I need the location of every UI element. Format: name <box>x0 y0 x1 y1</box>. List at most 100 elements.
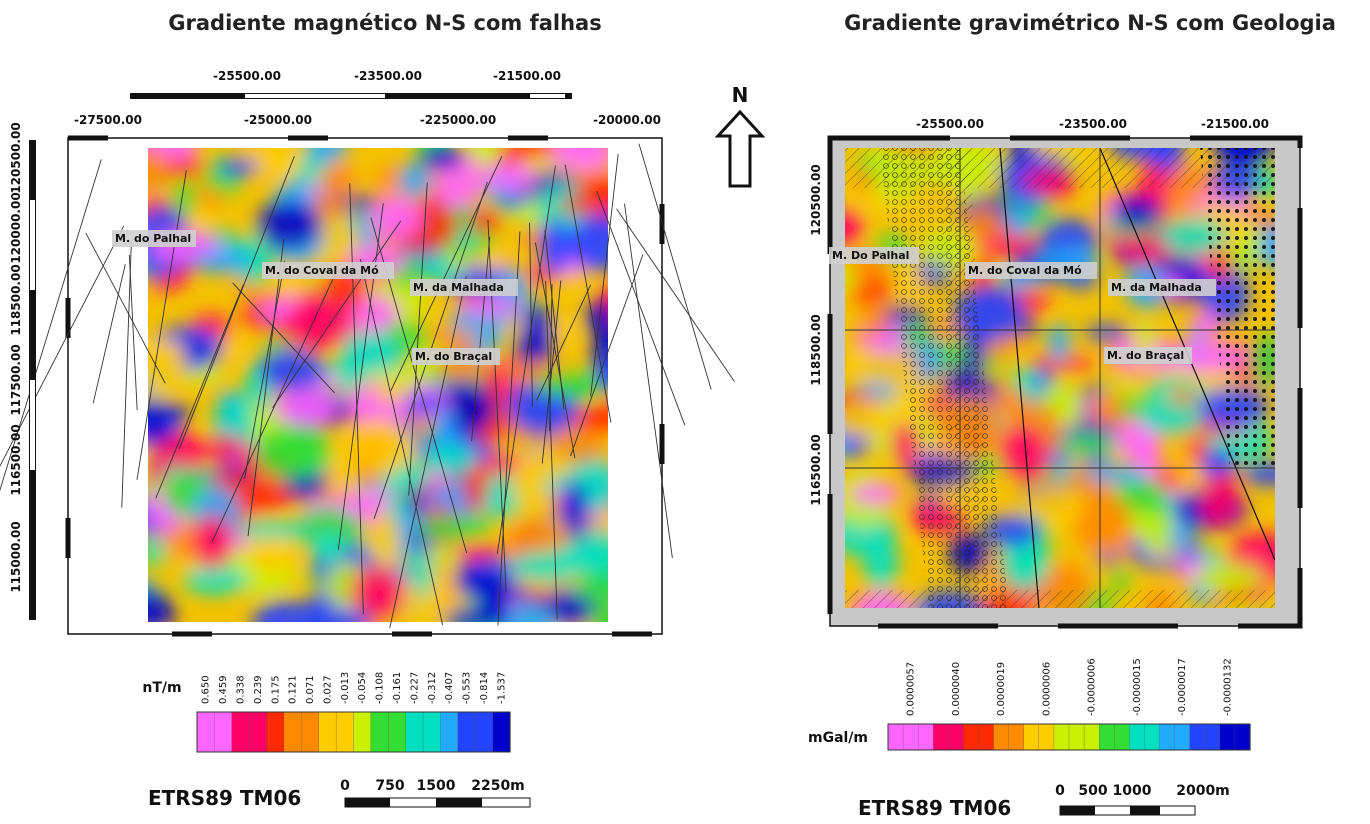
blob <box>246 537 299 572</box>
blob <box>1059 434 1120 455</box>
north-arrow <box>718 112 762 186</box>
blob <box>1086 465 1146 484</box>
place-label: M. da Malhada <box>1111 281 1202 294</box>
legend-swatch <box>336 712 354 752</box>
legend-swatch <box>1069 724 1085 750</box>
blob <box>454 568 491 598</box>
legend-swatch <box>1220 724 1236 750</box>
blob <box>256 201 323 248</box>
legend-swatch <box>249 712 267 752</box>
blob <box>1005 209 1033 237</box>
legend-label: 0.0000040 <box>951 662 962 716</box>
scale-label: 500 <box>1078 783 1107 799</box>
legend-swatch <box>301 712 319 752</box>
legend-label: -0.814 <box>479 672 490 704</box>
blob <box>193 250 251 273</box>
legend-label: -0.0000006 <box>1087 658 1098 716</box>
blob <box>1139 403 1202 435</box>
legend-swatch <box>1009 724 1025 750</box>
legend-swatch <box>354 712 372 752</box>
blob <box>850 483 902 505</box>
blob <box>183 566 249 595</box>
blob <box>482 163 536 191</box>
blob <box>999 425 1048 481</box>
blob <box>423 443 477 474</box>
legend-label: -0.108 <box>375 672 386 704</box>
legend-swatch <box>267 712 285 752</box>
legend-label: 0.0000019 <box>996 662 1007 716</box>
place-label: M. do Braçal <box>415 350 492 363</box>
place-label: M. do Coval da Mó <box>968 264 1082 277</box>
legend-swatch <box>1099 724 1115 750</box>
blob <box>1191 563 1264 593</box>
legend-swatch <box>994 724 1010 750</box>
y-tick-label: 116500.00 <box>9 424 23 495</box>
north-label: N <box>732 83 749 107</box>
blob <box>421 145 465 170</box>
x-tick-label: -225000.00 <box>420 113 496 127</box>
blob <box>368 195 421 239</box>
legend-swatch <box>1144 724 1160 750</box>
legend-swatch <box>1054 724 1070 750</box>
blob <box>1113 196 1160 228</box>
place-label: M. Do Palhal <box>832 249 909 262</box>
figure: Gradiente magnético N-S com falhasGradie… <box>0 0 1370 824</box>
legend-swatch <box>458 712 476 752</box>
crs-label: ETRS89 TM06 <box>858 796 1011 820</box>
legend-swatch <box>1175 724 1191 750</box>
legend-swatch <box>963 724 979 750</box>
legend-swatch <box>423 712 441 752</box>
legend-swatch <box>232 712 250 752</box>
blob <box>192 515 233 569</box>
y-tick-label: 116500.00 <box>809 434 823 505</box>
legend-swatch <box>888 724 904 750</box>
legend-swatch <box>1114 724 1130 750</box>
legend-swatch <box>1160 724 1176 750</box>
legend-label: 0.239 <box>253 675 264 704</box>
place-label: M. do Palhal <box>115 232 191 245</box>
blob <box>183 340 207 356</box>
blob <box>319 163 356 195</box>
legend-swatch <box>406 712 424 752</box>
x-tick-label: -23500.00 <box>1059 117 1127 131</box>
legend-label: 0.0000057 <box>906 662 917 716</box>
y-tick-label: 120500.00 <box>809 164 823 235</box>
x-tick-label: -20000.00 <box>593 113 661 127</box>
place-label: M. do Braçal <box>1107 349 1184 362</box>
legend-label: -0.312 <box>427 672 438 704</box>
x-tick-label: -23500.00 <box>354 69 422 83</box>
y-tick-label: 118500.00 <box>9 264 23 335</box>
legend-bar <box>888 724 1251 750</box>
legend-label: 0.071 <box>305 675 316 704</box>
map-title: Gradiente gravimétrico N-S com Geologia <box>844 11 1336 35</box>
scale-label: 750 <box>375 778 404 794</box>
legend-swatch <box>197 712 215 752</box>
blob <box>412 548 433 597</box>
legend-swatch <box>903 724 919 750</box>
blob <box>273 391 338 426</box>
blob <box>255 426 330 478</box>
legend-swatch <box>1084 724 1100 750</box>
legend-label: 0.027 <box>322 675 333 704</box>
scale-bar <box>345 798 530 807</box>
y-tick-label: 120000.00 <box>9 192 23 263</box>
legend-unit: mGal/m <box>808 730 868 746</box>
blob <box>861 298 887 339</box>
legend-label: -0.553 <box>462 672 473 704</box>
blob <box>1129 511 1159 536</box>
legend-label: 0.121 <box>288 675 299 704</box>
x-tick-label: -21500.00 <box>493 69 561 83</box>
x-tick-label: -25500.00 <box>213 69 281 83</box>
legend-swatch <box>1205 724 1221 750</box>
blob <box>455 298 523 315</box>
legend-bar <box>197 712 511 752</box>
blob <box>421 256 456 283</box>
legend-swatch <box>1039 724 1055 750</box>
blob <box>1048 323 1071 363</box>
legend-swatch <box>475 712 493 752</box>
legend-swatch <box>319 712 337 752</box>
scale-label: 1500 <box>417 778 456 794</box>
blob <box>203 435 247 459</box>
blob <box>313 531 345 565</box>
blob <box>370 511 400 567</box>
